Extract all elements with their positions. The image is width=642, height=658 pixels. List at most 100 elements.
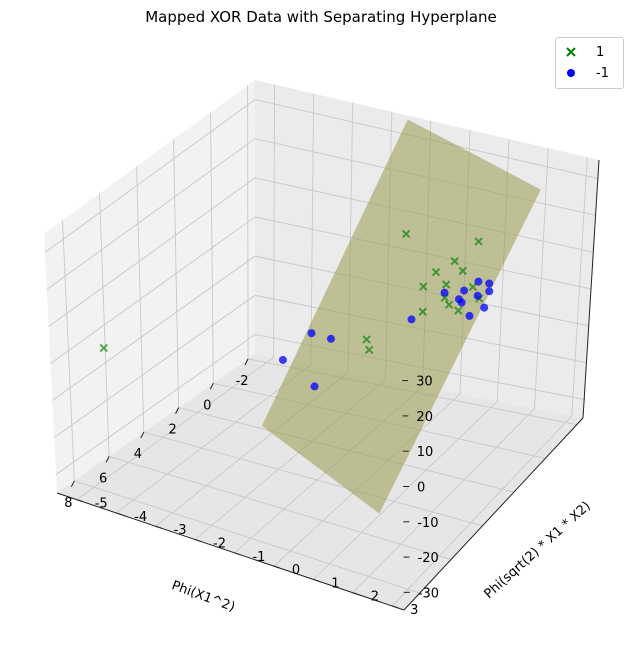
grid-line-z — [44, 99, 598, 253]
x-marker-stroke — [364, 345, 374, 355]
y-tick-mark — [273, 565, 281, 569]
x-marker-point — [450, 256, 459, 266]
y-tick-label: -4 — [134, 510, 147, 525]
y-tick-mark — [76, 499, 83, 503]
x-axis-line — [56, 492, 405, 611]
z-tick-label: 10 — [417, 445, 434, 460]
x-marker-point — [419, 282, 428, 291]
x-marker-stroke — [458, 266, 467, 276]
legend: 1 -1 — [555, 37, 624, 89]
hyperplane-surface — [261, 119, 541, 514]
x-marker-point — [364, 345, 374, 355]
y-tick-label: 0 — [292, 563, 300, 578]
x-marker-stroke — [431, 267, 441, 277]
x-marker-stroke — [450, 256, 459, 266]
grid-line-z — [55, 333, 585, 475]
circle-marker-point — [473, 291, 482, 300]
legend-item-neg1: -1 — [564, 64, 609, 82]
x-tick-label: 6 — [99, 471, 107, 486]
x-tick-label: 4 — [134, 447, 142, 462]
x-marker-point — [468, 282, 478, 292]
x-marker-point — [458, 266, 467, 276]
x-marker-icon — [564, 45, 578, 59]
x-marker-stroke — [418, 307, 427, 316]
legend-label: 1 — [596, 44, 605, 60]
y-tick-mark — [234, 552, 241, 556]
circle-marker-point — [440, 288, 449, 297]
circle-marker-icon — [564, 66, 578, 80]
x-marker-stroke — [474, 237, 483, 246]
x-tick-label: 2 — [168, 423, 176, 438]
grid-line-y — [352, 148, 549, 594]
legend-item-1: 1 — [564, 43, 604, 61]
y-tick-label: -5 — [95, 497, 108, 512]
grid-line-y — [76, 84, 275, 501]
x-marker-stroke — [454, 306, 463, 315]
x-marker-stroke — [99, 343, 108, 353]
circle-marker-point — [407, 315, 416, 324]
y-axis-line — [403, 417, 584, 611]
x-tick-mark — [105, 456, 110, 463]
x-marker-point — [362, 335, 371, 344]
x-tick-mark — [70, 480, 75, 488]
x-marker-point — [444, 300, 454, 309]
x-marker-stroke — [419, 282, 428, 291]
x-marker-stroke — [442, 280, 451, 289]
data-points — [99, 229, 494, 391]
y-tick-label: 1 — [331, 576, 339, 591]
x-tick-mark — [244, 358, 249, 366]
hyperplane-surface-patch — [261, 119, 541, 514]
z-axis-line — [582, 159, 600, 419]
x-marker-point — [401, 229, 411, 239]
grid-line-y — [391, 157, 588, 607]
x-tick-label: 0 — [203, 398, 211, 413]
x-tick-mark — [209, 383, 214, 390]
x-marker-point — [474, 237, 483, 246]
circle-marker-point — [326, 334, 335, 343]
x-marker-stroke — [444, 300, 454, 309]
y-tick-mark — [194, 539, 202, 543]
grid-line-z — [53, 294, 587, 438]
z-tick-label: 0 — [417, 481, 425, 496]
x-marker-point — [99, 343, 108, 353]
floor-pane — [57, 354, 583, 610]
circle-marker-point — [480, 303, 489, 312]
x-marker-point — [442, 280, 451, 289]
x-tick-mark — [140, 431, 145, 439]
circle-marker-point — [278, 355, 287, 364]
x-marker-point — [454, 306, 463, 315]
z-tick-label: 20 — [416, 410, 433, 425]
x-marker-stroke — [362, 335, 371, 344]
circle-marker-point — [310, 382, 319, 391]
z-tick-label: -30 — [418, 586, 439, 601]
y-tick-label: -1 — [252, 550, 265, 565]
circle-marker-point — [307, 329, 316, 338]
x-marker-point — [418, 307, 427, 316]
circle-marker-point — [460, 286, 469, 295]
z-tick-label: -20 — [418, 551, 439, 566]
chart-title: Mapped XOR Data with Separating Hyperpla… — [145, 8, 497, 26]
y-tick-mark — [115, 512, 123, 516]
circle-marker-point — [457, 298, 466, 307]
x-axis-label: Phi(X1^2) — [170, 578, 237, 615]
z-tick-label: -10 — [417, 516, 438, 531]
x-tick-label: -2 — [236, 374, 249, 389]
y-tick-label: -2 — [213, 537, 226, 552]
y-tick-mark — [155, 525, 162, 529]
circle-marker-point — [485, 279, 494, 288]
circle-marker-point — [485, 287, 494, 296]
x-marker-stroke — [468, 282, 478, 292]
z-tick-label: 30 — [416, 375, 433, 390]
y-tick-label: 3 — [410, 603, 418, 618]
y-tick-label: 2 — [371, 590, 379, 605]
y-tick-label: -3 — [174, 523, 187, 538]
x-tick-label: 8 — [64, 496, 72, 511]
x-marker-point — [431, 267, 441, 277]
legend-label: -1 — [596, 65, 609, 81]
x-tick-mark — [175, 407, 180, 414]
circle-marker-point — [465, 311, 474, 320]
y-axis-label: Phi(sqrt(2) * X1 * X2) — [482, 499, 594, 602]
x-marker-stroke — [401, 229, 411, 239]
